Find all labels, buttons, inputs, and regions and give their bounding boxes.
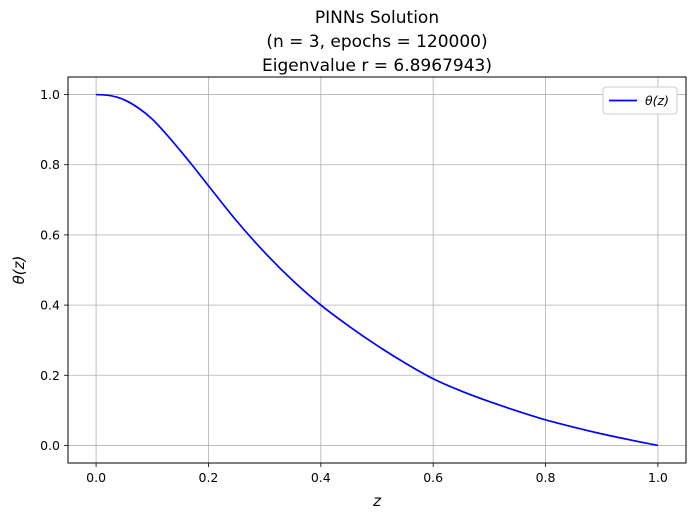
series-line-theta (96, 93, 659, 447)
title-line-1: PINNs Solution (315, 8, 439, 28)
y-axis-label: θ(z) (10, 256, 28, 285)
x-tick-label: 0.6 (423, 470, 443, 485)
y-tick-label: 0.6 (40, 227, 60, 242)
x-tick-label: 0.4 (311, 470, 331, 485)
grid (68, 77, 686, 463)
chart-title: PINNs Solution (n = 3, epochs = 120000) … (262, 8, 492, 76)
y-tick-label: 0.2 (40, 368, 60, 383)
legend-box (602, 86, 678, 115)
title-line-3: Eigenvalue r = 6.8967943) (262, 56, 492, 76)
x-tick-label: 0.8 (536, 470, 556, 485)
title-line-2: (n = 3, epochs = 120000) (266, 32, 487, 52)
x-axis-label: z (372, 492, 382, 510)
y-tick-label: 0.8 (40, 157, 60, 172)
plot-area (96, 93, 659, 447)
x-tick-label: 0.2 (199, 470, 219, 485)
legend: θ(z) (602, 86, 678, 115)
x-tick-label: 1.0 (648, 470, 668, 485)
y-tick-label: 0.4 (40, 298, 60, 313)
y-tick-label: 0.0 (40, 438, 60, 453)
axes-frame (67, 76, 687, 464)
legend-label: θ(z) (645, 93, 669, 108)
y-tick-label: 1.0 (40, 87, 60, 102)
x-tick-label: 0.0 (86, 470, 106, 485)
axis-ticks: 0.0 0.2 0.4 0.6 0.8 1.0 0.0 0.2 0.4 0.6 0.8 1.0 (40, 87, 668, 485)
